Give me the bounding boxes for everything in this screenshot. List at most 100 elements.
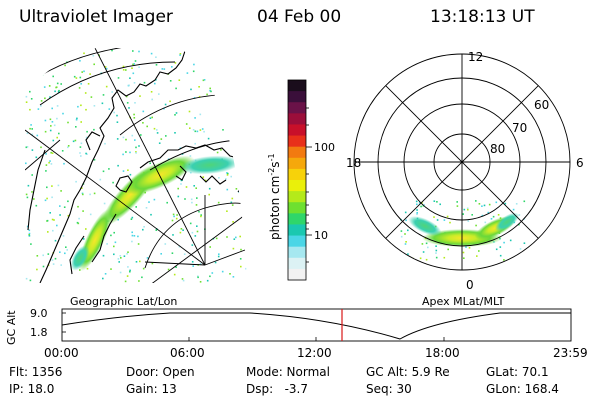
- noise-pixel: [219, 98, 221, 101]
- noise-pixel: [203, 79, 206, 81]
- noise-pixel: [59, 214, 61, 216]
- noise-pixel: [58, 89, 60, 92]
- noise-pixel: [198, 95, 201, 98]
- noise-pixel: [515, 203, 518, 205]
- noise-pixel: [76, 117, 78, 120]
- noise-pixel: [244, 202, 247, 205]
- noise-pixel: [195, 187, 197, 189]
- noise-pixel: [407, 229, 409, 232]
- altitude-curve: [61, 312, 571, 340]
- noise-pixel: [123, 255, 126, 257]
- noise-pixel: [245, 247, 247, 249]
- noise-pixel: [51, 218, 54, 221]
- noise-pixel: [43, 52, 45, 55]
- noise-pixel: [82, 210, 84, 212]
- noise-pixel: [471, 214, 473, 216]
- noise-pixel: [447, 248, 449, 251]
- noise-pixel: [110, 234, 112, 237]
- noise-pixel: [205, 61, 207, 64]
- noise-pixel: [31, 191, 33, 193]
- altitude-plot: GC Alt 9.0 1.8 00:00 06:00 12:00 18:00 2…: [5, 307, 588, 360]
- noise-pixel: [163, 107, 165, 110]
- noise-pixel: [133, 235, 136, 237]
- noise-pixel: [198, 86, 200, 88]
- noise-pixel: [418, 202, 421, 204]
- noise-pixel: [128, 107, 130, 109]
- noise-pixel: [83, 70, 85, 73]
- noise-pixel: [196, 197, 198, 199]
- noise-pixel: [416, 209, 418, 211]
- noise-pixel: [89, 193, 91, 196]
- noise-pixel: [29, 108, 31, 111]
- noise-pixel: [116, 138, 119, 140]
- noise-pixel: [134, 139, 136, 141]
- noise-pixel: [44, 130, 47, 133]
- noise-pixel: [242, 134, 244, 136]
- noise-pixel: [104, 142, 106, 145]
- noise-pixel: [156, 132, 159, 134]
- noise-pixel: [30, 83, 32, 86]
- noise-pixel: [214, 261, 217, 264]
- noise-pixel: [30, 98, 33, 100]
- noise-pixel: [433, 216, 435, 218]
- noise-pixel: [25, 277, 28, 280]
- noise-pixel: [52, 139, 55, 142]
- noise-pixel: [183, 253, 186, 255]
- noise-pixel: [456, 201, 458, 203]
- colorbar-cell: [288, 157, 306, 170]
- noise-pixel: [160, 138, 163, 140]
- noise-pixel: [77, 105, 79, 108]
- noise-pixel: [197, 276, 199, 279]
- noise-pixel: [200, 215, 202, 218]
- colorbar-cell: [288, 146, 306, 159]
- noise-pixel: [60, 190, 62, 192]
- noise-pixel: [192, 70, 195, 73]
- noise-pixel: [134, 60, 137, 62]
- noise-pixel: [194, 235, 197, 237]
- noise-pixel: [54, 257, 57, 260]
- noise-pixel: [226, 172, 228, 174]
- noise-pixel: [174, 62, 177, 64]
- noise-pixel: [84, 92, 87, 94]
- noise-pixel: [31, 128, 33, 130]
- noise-pixel: [33, 198, 35, 200]
- noise-pixel: [134, 102, 136, 104]
- noise-pixel: [139, 260, 141, 263]
- noise-pixel: [111, 91, 113, 93]
- noise-pixel: [206, 93, 208, 96]
- noise-pixel: [90, 96, 93, 98]
- noise-pixel: [79, 152, 81, 154]
- noise-pixel: [29, 279, 32, 282]
- noise-pixel: [151, 116, 153, 119]
- noise-pixel: [49, 96, 51, 98]
- colorbar-label: photon cm-2s-1: [267, 153, 282, 240]
- noise-pixel: [226, 236, 228, 238]
- noise-pixel: [240, 84, 242, 87]
- noise-pixel: [110, 268, 112, 270]
- noise-pixel: [149, 162, 151, 165]
- noise-pixel: [523, 242, 526, 244]
- noise-pixel: [50, 151, 52, 154]
- noise-pixel: [231, 197, 234, 200]
- noise-pixel: [27, 184, 30, 187]
- noise-pixel: [209, 87, 211, 90]
- noise-pixel: [122, 170, 125, 172]
- noise-pixel: [416, 212, 418, 214]
- noise-pixel: [56, 117, 58, 120]
- noise-pixel: [45, 153, 47, 155]
- noise-pixel: [120, 257, 122, 259]
- noise-pixel: [181, 153, 184, 155]
- noise-pixel: [60, 264, 62, 266]
- colorbar-ticks: [306, 107, 312, 263]
- noise-pixel: [135, 146, 137, 149]
- noise-pixel: [149, 117, 152, 119]
- noise-pixel: [483, 204, 486, 207]
- noise-pixel: [198, 210, 200, 213]
- noise-pixel: [224, 72, 227, 75]
- colorbar-cell: [288, 268, 306, 281]
- noise-pixel: [111, 49, 113, 52]
- noise-pixel: [160, 253, 162, 255]
- noise-pixel: [231, 204, 234, 206]
- altitude-xtick-0000: 00:00: [44, 346, 79, 360]
- noise-pixel: [229, 70, 231, 73]
